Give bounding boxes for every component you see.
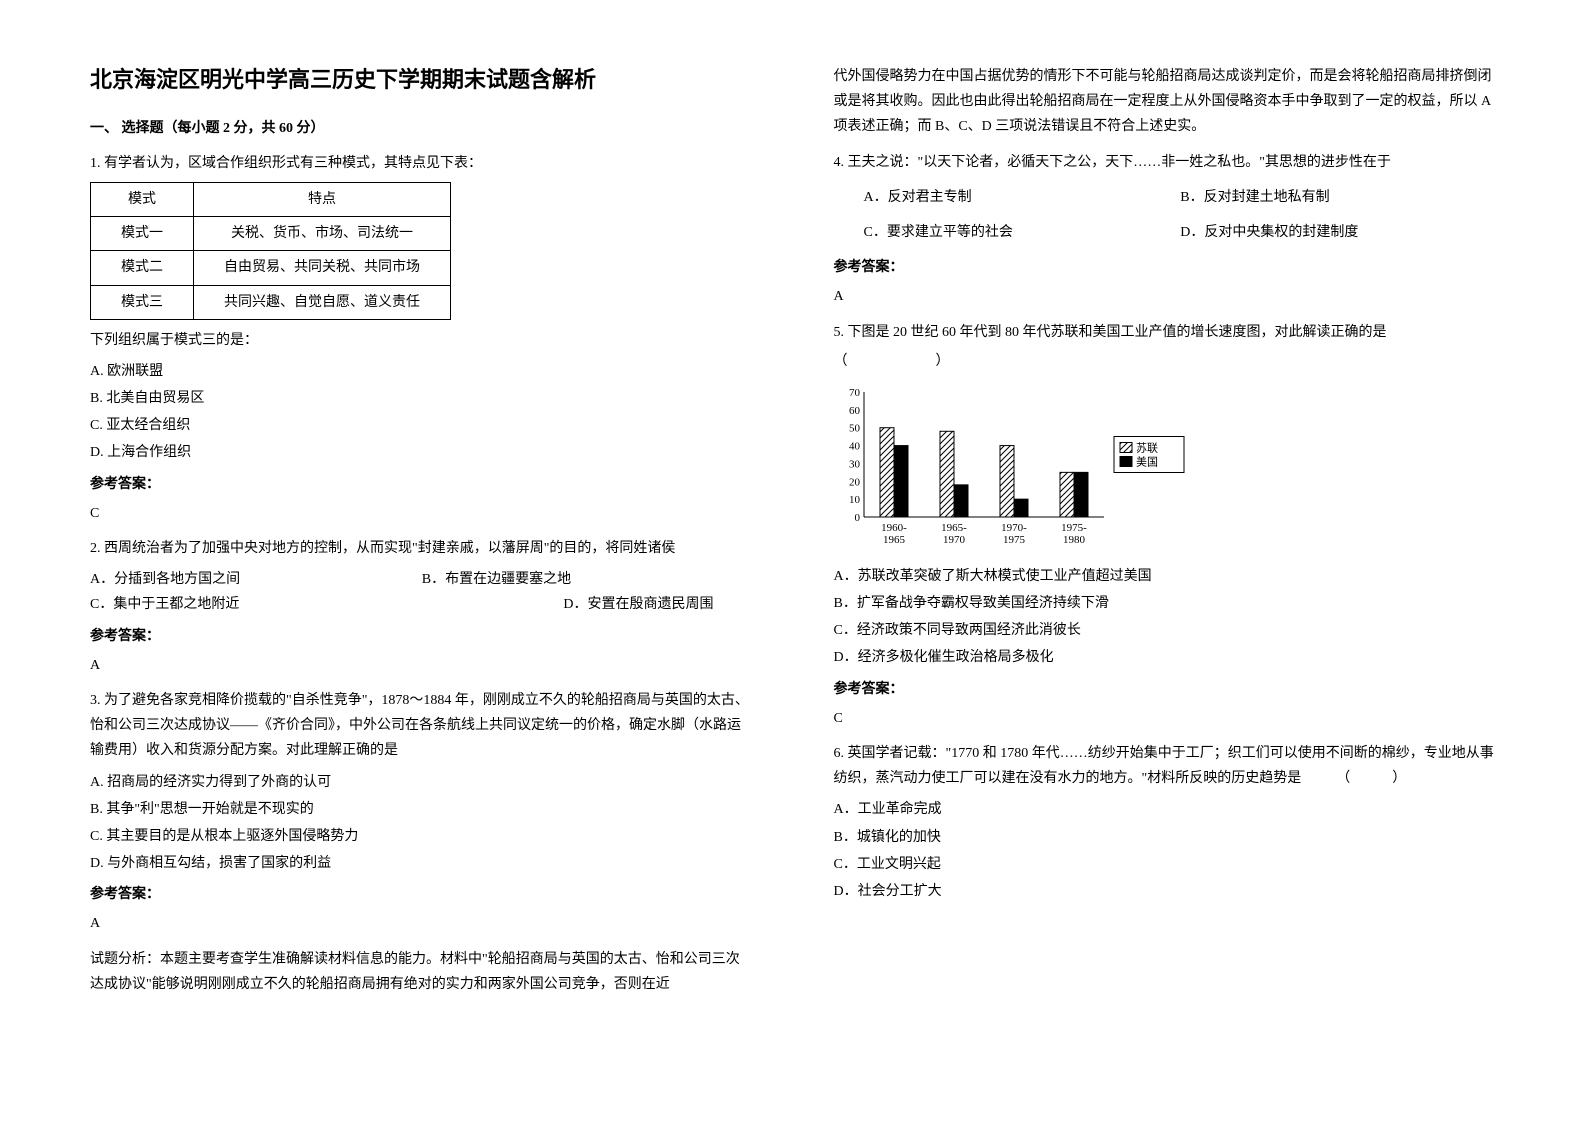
right-column: 代外国侵略势力在中国占据优势的情形下不可能与轮船招商局达成谈判定价，而是会将轮船…	[794, 60, 1538, 1062]
q5-answer-label: 参考答案：	[834, 677, 1498, 702]
q3-opt-b: B. 其争"利"思想一开始就是不现实的	[90, 797, 754, 822]
svg-text:1980: 1980	[1063, 534, 1086, 546]
svg-text:1975-: 1975-	[1061, 522, 1087, 534]
svg-text:70: 70	[849, 387, 861, 399]
q5-chart-svg: 0102030405060701960-19651965-19701970-19…	[834, 382, 1194, 552]
q2-options: A．分插到各地方国之间 B．布置在边疆要塞之地 C．集中于王都之地附近 D．安置…	[90, 567, 754, 617]
svg-text:1975: 1975	[1003, 534, 1026, 546]
q5-opt-d: D．经济多极化催生政治格局多极化	[834, 645, 1498, 670]
q1-opt-b: B. 北美自由贸易区	[90, 386, 754, 411]
svg-text:1960-: 1960-	[881, 522, 907, 534]
q6-opt-b: B．城镇化的加快	[834, 825, 1498, 850]
q2-opt-c: C．集中于王都之地附近	[90, 592, 402, 617]
q3-opt-d: D. 与外商相互勾结，损害了国家的利益	[90, 851, 754, 876]
q1-r3c2: 共同兴趣、自觉自愿、道义责任	[194, 285, 451, 319]
q5-options: A．苏联改革突破了斯大林模式使工业产值超过美国 B．扩军备战争夺霸权导致美国经济…	[834, 564, 1498, 671]
q3-stem: 3. 为了避免各家竞相降价揽载的"自杀性竞争"，1878～1884 年，刚刚成立…	[90, 688, 754, 764]
q6-opt-d: D．社会分工扩大	[834, 879, 1498, 904]
q1-r1c1: 模式一	[91, 217, 194, 251]
svg-text:30: 30	[849, 458, 861, 470]
q1-th-feat: 特点	[194, 182, 451, 216]
q5-opt-b: B．扩军备战争夺霸权导致美国经济持续下滑	[834, 591, 1498, 616]
q2-answer: A	[90, 653, 754, 678]
q6-opt-c: C．工业文明兴起	[834, 852, 1498, 877]
svg-text:40: 40	[849, 440, 861, 452]
q4-answer: A	[834, 284, 1498, 309]
q4-answer-label: 参考答案：	[834, 255, 1498, 280]
left-column: 北京海淀区明光中学高三历史下学期期末试题含解析 一、 选择题（每小题 2 分，共…	[50, 60, 794, 1062]
q2-opt-b: B．布置在边疆要塞之地	[422, 567, 754, 592]
q3-analysis: 试题分析：本题主要考查学生准确解读材料信息的能力。材料中"轮船招商局与英国的太古…	[90, 947, 754, 997]
q1-r3c1: 模式三	[91, 285, 194, 319]
q1-answer-label: 参考答案：	[90, 472, 754, 497]
q5-chart: 0102030405060701960-19651965-19701970-19…	[834, 382, 1498, 552]
q2-stem: 2. 西周统治者为了加强中央对地方的控制，从而实现"封建亲戚，以藩屏周"的目的，…	[90, 536, 754, 561]
q3-options: A. 招商局的经济实力得到了外商的认可 B. 其争"利"思想一开始就是不现实的 …	[90, 770, 754, 877]
svg-text:1970: 1970	[943, 534, 966, 546]
q2-opt-a: A．分插到各地方国之间	[90, 567, 422, 592]
q3-opt-a: A. 招商局的经济实力得到了外商的认可	[90, 770, 754, 795]
q1-r2c1: 模式二	[91, 251, 194, 285]
q3-answer-label: 参考答案：	[90, 882, 754, 907]
svg-text:1965-: 1965-	[941, 522, 967, 534]
q4-opt-c: C．要求建立平等的社会	[864, 220, 1181, 245]
q3-opt-c: C. 其主要目的是从根本上驱逐外国侵略势力	[90, 824, 754, 849]
svg-text:1970-: 1970-	[1001, 522, 1027, 534]
q1-table: 模式 特点 模式一 关税、货币、市场、司法统一 模式二 自由贸易、共同关税、共同…	[90, 182, 451, 320]
q2-opt-d: D．安置在殷商遗民周围	[402, 592, 754, 617]
q2-answer-label: 参考答案：	[90, 624, 754, 649]
q1-opt-d: D. 上海合作组织	[90, 440, 754, 465]
q6-options: A．工业革命完成 B．城镇化的加快 C．工业文明兴起 D．社会分工扩大	[834, 797, 1498, 904]
page-title: 北京海淀区明光中学高三历史下学期期末试题含解析	[90, 60, 754, 100]
q1-stem: 1. 有学者认为，区域合作组织形式有三种模式，其特点见下表：	[90, 151, 754, 176]
q1-r2c2: 自由贸易、共同关税、共同市场	[194, 251, 451, 285]
svg-text:1965: 1965	[883, 534, 906, 546]
q4-opt-a: A．反对君主专制	[864, 185, 1181, 210]
q5-opt-c: C．经济政策不同导致两国经济此消彼长	[834, 618, 1498, 643]
q1-answer: C	[90, 501, 754, 526]
q1-options: A. 欧洲联盟 B. 北美自由贸易区 C. 亚太经合组织 D. 上海合作组织	[90, 359, 754, 466]
q1-opt-a: A. 欧洲联盟	[90, 359, 754, 384]
q4-opt-b: B．反对封建土地私有制	[1180, 185, 1497, 210]
q4-options: A．反对君主专制 B．反对封建土地私有制 C．要求建立平等的社会 D．反对中央集…	[834, 185, 1498, 245]
svg-text:0: 0	[854, 512, 860, 524]
q1-opt-c: C. 亚太经合组织	[90, 413, 754, 438]
q5-answer: C	[834, 706, 1498, 731]
q1-th-mode: 模式	[91, 182, 194, 216]
q6-stem: 6. 英国学者记载："1770 和 1780 年代……纺纱开始集中于工厂；织工们…	[834, 741, 1498, 791]
q4-stem: 4. 王夫之说："以天下论者，必循天下之公，天下……非一姓之私也。"其思想的进步…	[834, 150, 1498, 175]
svg-text:50: 50	[849, 423, 861, 435]
svg-text:苏联: 苏联	[1136, 441, 1158, 454]
q1-tail: 下列组织属于模式三的是：	[90, 328, 754, 353]
q4-opt-d: D．反对中央集权的封建制度	[1180, 220, 1497, 245]
svg-text:10: 10	[849, 494, 861, 506]
q3-answer: A	[90, 911, 754, 936]
q5-paren: （ ）	[834, 349, 1498, 374]
svg-text:60: 60	[849, 405, 861, 417]
q3-analysis-cont: 代外国侵略势力在中国占据优势的情形下不可能与轮船招商局达成谈判定价，而是会将轮船…	[834, 64, 1498, 140]
q5-stem: 5. 下图是 20 世纪 60 年代到 80 年代苏联和美国工业产值的增长速度图…	[834, 320, 1498, 345]
svg-text:美国: 美国	[1136, 455, 1158, 468]
section-heading: 一、 选择题（每小题 2 分，共 60 分）	[90, 116, 754, 141]
q6-opt-a: A．工业革命完成	[834, 797, 1498, 822]
q1-r1c2: 关税、货币、市场、司法统一	[194, 217, 451, 251]
q5-opt-a: A．苏联改革突破了斯大林模式使工业产值超过美国	[834, 564, 1498, 589]
svg-text:20: 20	[849, 476, 861, 488]
